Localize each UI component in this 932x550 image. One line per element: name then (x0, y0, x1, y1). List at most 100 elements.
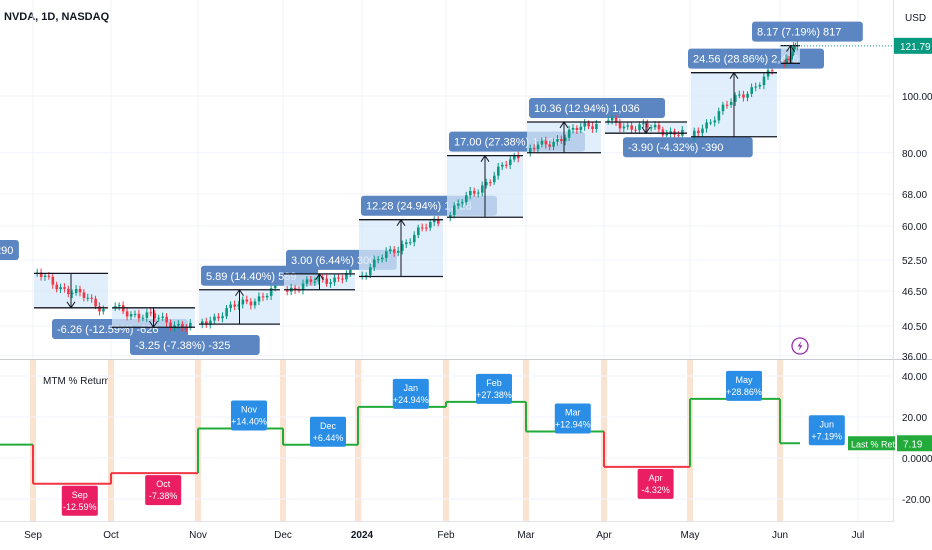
candle-body (329, 282, 332, 284)
candle-body (209, 320, 212, 325)
candle-body (713, 120, 717, 123)
candle-body (610, 117, 614, 121)
candle-body (437, 219, 440, 224)
candle-body (742, 94, 745, 98)
last-price-tag (894, 37, 932, 54)
candle-body (618, 122, 622, 129)
last-return-value: 7.19 (903, 439, 923, 450)
candle-body (766, 70, 770, 77)
candle-body (133, 313, 137, 315)
last-return-tag (897, 435, 932, 452)
range-label: 3.00 (6.44%) 300 (291, 255, 375, 267)
arrow-head (149, 320, 158, 329)
axes: 121.79 100.00 80.00 68.00 60.00 52.50 46.50 40.… (24, 37, 932, 541)
candle-body (317, 277, 321, 282)
candle-body (114, 306, 117, 308)
candle-body (389, 249, 392, 252)
candle-body (181, 323, 184, 328)
month-return-value: +24.94% (393, 395, 429, 405)
currency-label: USD (905, 13, 926, 24)
price-tick-label: 40.50 (902, 322, 927, 333)
candle-body (607, 120, 610, 122)
return-tick-label: -20.00 (902, 495, 931, 506)
candle-body (513, 155, 516, 160)
month-band (523, 360, 529, 521)
candle-body (86, 297, 90, 299)
candle-body (51, 276, 55, 285)
candle-body (237, 304, 241, 307)
range-label: 290 (0, 245, 13, 257)
month-return-label-bg (554, 403, 591, 434)
candle-body (55, 284, 59, 290)
candle-body (82, 292, 86, 298)
candle-body (493, 175, 496, 183)
candle-body (417, 227, 420, 236)
candle-body (725, 104, 729, 106)
candle-body (325, 278, 329, 284)
arrow-head (480, 154, 490, 162)
candle-body (583, 122, 587, 127)
candle-body (369, 267, 372, 276)
candle-body (39, 272, 43, 277)
candle-body (653, 124, 657, 128)
candle-body (665, 133, 669, 136)
candle-body (701, 128, 704, 134)
candle-body (465, 195, 468, 203)
candle-body (117, 305, 121, 307)
month-return-label-bg (310, 416, 346, 447)
candle-body (536, 144, 540, 150)
price-tick-label: 60.00 (902, 222, 927, 233)
candle-body (485, 182, 488, 186)
candle-body (145, 312, 149, 318)
month-return-month: Sep (72, 490, 88, 500)
candle-body (473, 190, 476, 194)
arrow-head (559, 121, 569, 129)
lightning-icon[interactable] (791, 337, 809, 355)
candle-body (469, 190, 472, 196)
month-return-value: -7.38% (149, 491, 178, 501)
month-return-month: Apr (649, 473, 663, 483)
candle-body (421, 227, 424, 229)
candle-body (245, 299, 249, 302)
month-return-month: May (735, 375, 753, 385)
candle-body (229, 304, 232, 309)
candle-body (453, 205, 456, 216)
month-band (108, 360, 114, 521)
candle-body (257, 296, 261, 302)
candle-body (90, 297, 94, 299)
arrow-head (396, 218, 406, 226)
month-band (30, 360, 36, 521)
candle-body (309, 279, 313, 282)
candle-body (321, 277, 325, 279)
month-return-month: Jun (820, 419, 835, 429)
month-return-month: Mar (565, 407, 581, 417)
candle-body (305, 279, 309, 284)
candle-body (78, 289, 82, 293)
candle-body (544, 140, 548, 145)
time-tick-label: Mar (517, 530, 535, 541)
candle-body (59, 287, 62, 290)
candle-body (540, 140, 544, 145)
arrow-head (641, 126, 651, 135)
candle-body (413, 235, 416, 243)
candle-body (649, 127, 653, 129)
candle-body (630, 125, 633, 130)
month-return-value: -4.32% (641, 485, 670, 495)
time-tick-label: May (681, 530, 700, 541)
month-return-label-bg (61, 485, 98, 516)
candle-body (560, 139, 563, 142)
candle-body (790, 52, 794, 60)
month-return-value: +6.44% (313, 433, 344, 443)
candle-body (567, 129, 571, 138)
candle-body (693, 130, 696, 137)
candle-body (532, 148, 536, 150)
candle-body (758, 85, 762, 87)
return-tick-label: 20.00 (902, 413, 927, 424)
candle-body (377, 259, 380, 261)
candle-body (301, 283, 305, 291)
candle-body (677, 134, 680, 136)
candle-body (792, 45, 795, 53)
candle-body (381, 257, 384, 260)
candle-body (505, 164, 508, 166)
